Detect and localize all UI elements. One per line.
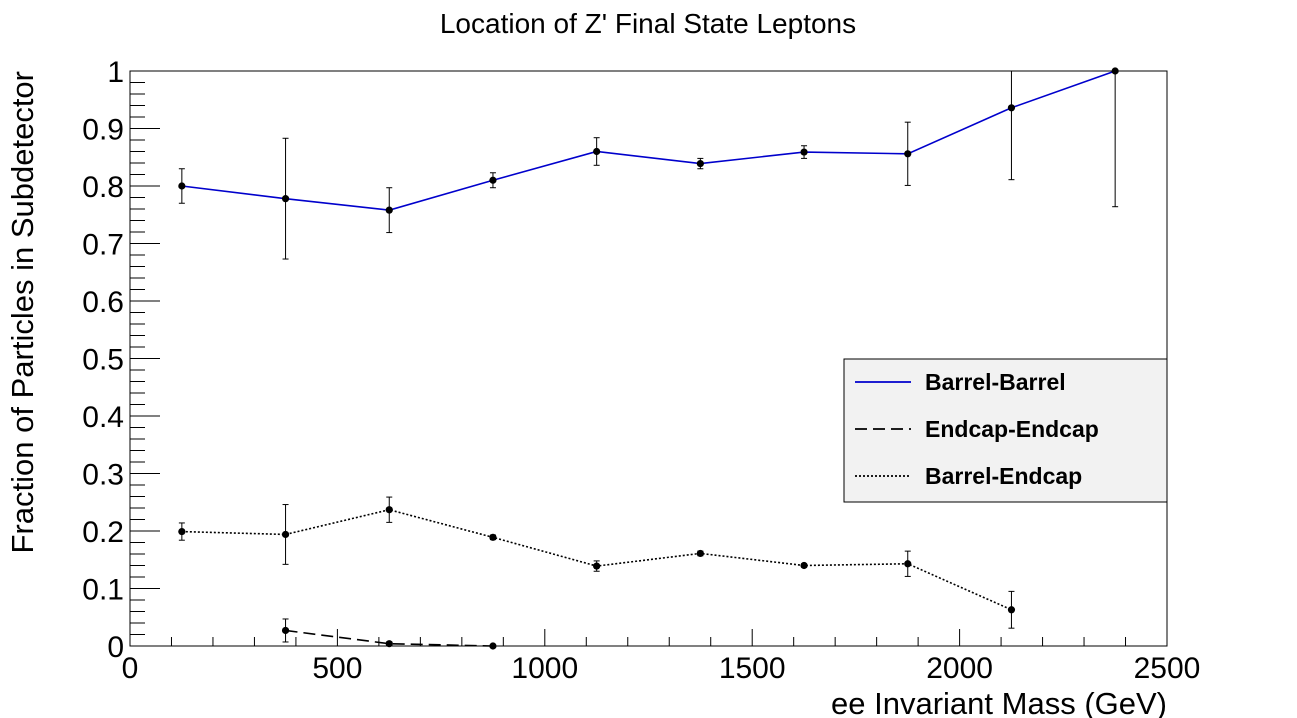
data-point xyxy=(281,530,290,539)
data-point xyxy=(800,148,808,156)
data-point xyxy=(385,506,393,514)
y-tick-label: 0.7 xyxy=(82,229,124,262)
y-tick-label: 1 xyxy=(107,56,124,89)
data-point xyxy=(800,561,808,570)
legend-label: Barrel-Endcap xyxy=(925,463,1082,489)
series-line xyxy=(181,508,1012,611)
data-point xyxy=(1007,606,1016,614)
data-point xyxy=(178,182,186,190)
series-endcap-endcap xyxy=(281,618,497,650)
data-point xyxy=(593,562,601,570)
y-tick-label: 0 xyxy=(107,631,124,664)
data-point xyxy=(281,195,290,203)
y-tick-label: 0.9 xyxy=(82,114,124,147)
data-point xyxy=(281,626,290,635)
data-point xyxy=(904,150,912,158)
x-tick-label: 500 xyxy=(312,652,362,685)
x-tick-label: 1000 xyxy=(511,652,578,685)
x-tick-label: 2500 xyxy=(1134,652,1201,685)
x-axis-label: ee Invariant Mass (GeV) xyxy=(831,686,1167,718)
legend-label: Endcap-Endcap xyxy=(925,416,1099,442)
data-point xyxy=(178,527,186,536)
series-line xyxy=(181,70,1116,211)
data-point xyxy=(593,147,601,156)
data-point xyxy=(1111,67,1119,75)
data-point xyxy=(385,640,393,648)
y-tick-label: 0.5 xyxy=(82,344,124,377)
legend: Barrel-Barrel Endcap-Endcap Barrel-Endcap xyxy=(843,358,1168,503)
legend-label: Barrel-Barrel xyxy=(925,369,1066,395)
y-tick-label: 0.1 xyxy=(82,574,124,607)
x-tick-label: 2000 xyxy=(926,652,993,685)
y-tick-label: 0.4 xyxy=(82,401,124,434)
axis-ticks: 0 0.1 0.2 0.3 0.4 0.5 0.6 0.7 0.8 0.9 1 0 500 1000 150… xyxy=(82,56,1200,685)
y-tick-label: 0.6 xyxy=(82,286,124,319)
series-layer xyxy=(178,67,1119,650)
chart-title: Location of Z' Final State Leptons xyxy=(440,8,856,39)
y-axis-label: Fraction of Particles in Subdetector xyxy=(5,71,40,553)
series-line xyxy=(285,629,493,647)
data-point xyxy=(696,159,704,168)
data-point xyxy=(1007,104,1016,112)
series-barrel-endcap xyxy=(178,496,1016,629)
data-point xyxy=(489,176,497,184)
data-point xyxy=(696,549,704,558)
y-tick-label: 0.8 xyxy=(82,171,124,204)
x-tick-label: 0 xyxy=(122,652,139,685)
x-tick-label: 1500 xyxy=(719,652,786,685)
data-point xyxy=(489,533,497,541)
y-tick-label: 0.3 xyxy=(82,459,124,492)
data-point xyxy=(489,642,497,650)
y-tick-label: 0.2 xyxy=(82,516,124,549)
data-point xyxy=(904,560,912,568)
data-point xyxy=(385,206,393,214)
series-barrel-barrel xyxy=(178,67,1119,260)
